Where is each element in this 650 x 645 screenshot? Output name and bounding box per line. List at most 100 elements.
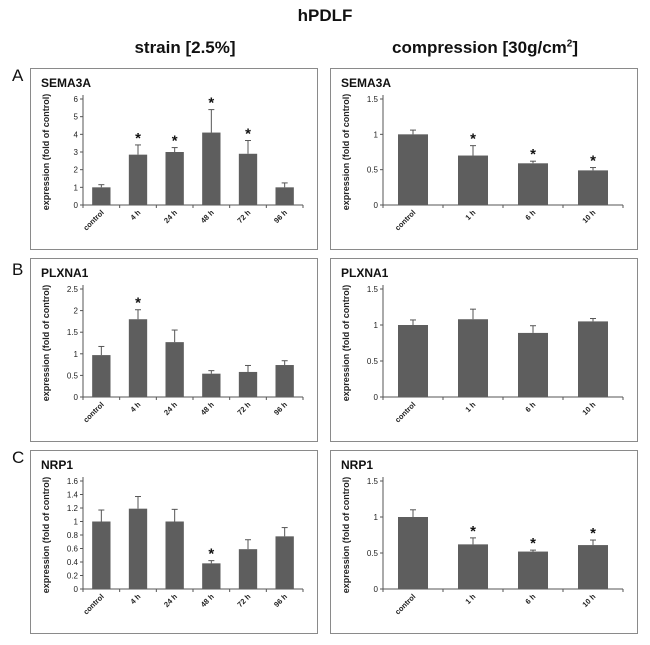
x-tick-label: 48 h (199, 208, 216, 225)
x-tick-label: 72 h (235, 208, 252, 225)
y-tick-label: 0.5 (367, 166, 379, 175)
significance-marker: * (245, 126, 251, 143)
chart-sema3a-compression: SEMA3A expression (fold of control) 0 0.5 1 1… (341, 76, 624, 232)
x-tick-label: 4 h (128, 208, 142, 222)
chart-title: NRP1 (41, 458, 73, 472)
chart-plxna1-strain: PLXNA1 expression (fold of control) 0 0.5 1 1… (41, 266, 304, 424)
significance-marker: * (530, 146, 536, 163)
bar (238, 549, 258, 589)
bar (128, 508, 148, 589)
y-tick-label: 1.5 (367, 285, 379, 294)
x-tick-label: control (81, 400, 105, 424)
panel-plxna1-strain: PLXNA1 expression (fold of control) 0 0.5 1 1… (30, 258, 318, 442)
x-tick-label: 96 h (272, 208, 289, 225)
row-label-c: C (12, 448, 25, 467)
y-axis-label: expression (fold of control) (41, 94, 51, 211)
chart-sema3a-strain: SEMA3A expression (fold of control) 0 1 2 3 4 5… (41, 76, 304, 232)
chart-nrp1-compression: NRP1 expression (fold of control) 0 0.5 1 1.5… (341, 458, 624, 616)
y-tick-label: 0.4 (67, 558, 79, 567)
x-tick-label: 10 h (580, 400, 597, 417)
x-tick-label: 10 h (580, 592, 597, 609)
y-tick-label: 0 (374, 393, 379, 402)
y-tick-label: 3 (74, 148, 79, 157)
significance-marker: * (172, 133, 178, 150)
chart-title: PLXNA1 (41, 266, 89, 280)
y-tick-label: 1.2 (67, 504, 79, 513)
compression-heading-superscript: 2 (566, 38, 573, 50)
row-label-b: B (12, 260, 24, 279)
y-tick-label: 1.5 (367, 477, 379, 486)
x-tick-label: control (81, 592, 105, 616)
bar (92, 355, 111, 397)
bar (398, 134, 428, 205)
panel-nrp1-strain: NRP1 expression (fold of control) 0 0.2 0.4 0… (30, 450, 318, 634)
bar (238, 371, 258, 397)
y-tick-label: 1 (374, 130, 379, 139)
x-tick-label: 1 h (463, 400, 477, 414)
bar (202, 132, 221, 205)
x-tick-label: 6 h (523, 208, 537, 222)
bar (92, 521, 111, 589)
y-tick-label: 1.4 (67, 491, 79, 500)
x-tick-label: 24 h (162, 208, 179, 225)
y-tick-label: 5 (74, 113, 79, 122)
y-tick-label: 0.5 (67, 371, 79, 380)
x-tick-label: 48 h (199, 592, 216, 609)
x-tick-label: 4 h (128, 592, 142, 606)
x-tick-label: control (393, 208, 417, 232)
y-tick-label: 0 (374, 585, 379, 594)
bar (165, 342, 184, 397)
y-tick-label: 0 (74, 585, 79, 594)
bar (398, 325, 428, 397)
bar (458, 155, 488, 205)
y-axis-label: expression (fold of control) (41, 477, 51, 594)
bar (128, 319, 148, 397)
chart-title: PLXNA1 (341, 266, 389, 280)
bar (238, 153, 258, 205)
chart-title: NRP1 (341, 458, 373, 472)
significance-marker: * (135, 130, 141, 147)
y-axis-label: expression (fold of control) (341, 285, 351, 402)
x-tick-label: 1 h (463, 208, 477, 222)
bar (458, 544, 488, 589)
y-tick-label: 1 (374, 321, 379, 330)
significance-marker: * (590, 153, 596, 170)
y-tick-label: 0 (74, 201, 79, 210)
y-tick-label: 1 (374, 513, 379, 522)
y-tick-label: 4 (74, 130, 79, 139)
y-tick-label: 1.6 (67, 477, 79, 486)
significance-marker: * (470, 131, 476, 148)
x-tick-label: 72 h (235, 400, 252, 417)
bar (518, 551, 548, 589)
bar (202, 563, 221, 589)
x-tick-label: 72 h (235, 592, 252, 609)
panel-sema3a-compression: SEMA3A expression (fold of control) 0 0.5 1 1… (330, 68, 638, 250)
significance-marker: * (135, 295, 141, 312)
y-tick-label: 0.8 (67, 531, 79, 540)
significance-marker: * (530, 535, 536, 552)
bar (578, 545, 608, 589)
bar (165, 152, 184, 205)
y-axis-label: expression (fold of control) (341, 477, 351, 594)
significance-marker: * (470, 523, 476, 540)
bar (458, 319, 488, 397)
y-tick-label: 0 (374, 201, 379, 210)
chart-plxna1-compression: PLXNA1 expression (fold of control) 0 0.5 1 1… (341, 266, 624, 424)
chart-nrp1-strain: NRP1 expression (fold of control) 0 0.2 0.4 0… (41, 458, 304, 616)
y-tick-label: 2.5 (67, 285, 79, 294)
y-tick-label: 6 (74, 95, 79, 104)
chart-title: SEMA3A (41, 76, 91, 90)
x-tick-label: 24 h (162, 400, 179, 417)
y-tick-label: 2 (74, 307, 79, 316)
row-label-a: A (12, 66, 24, 85)
bar (275, 365, 294, 397)
x-tick-label: 96 h (272, 400, 289, 417)
panel-plxna1-compression: PLXNA1 expression (fold of control) 0 0.5 1 1… (330, 258, 638, 442)
y-tick-label: 1.5 (367, 95, 379, 104)
compression-heading-bracket: ] (572, 38, 578, 57)
bar (92, 187, 111, 205)
y-axis-label: expression (fold of control) (341, 94, 351, 211)
bar (518, 163, 548, 205)
x-tick-label: 6 h (523, 400, 537, 414)
significance-marker: * (208, 95, 214, 112)
